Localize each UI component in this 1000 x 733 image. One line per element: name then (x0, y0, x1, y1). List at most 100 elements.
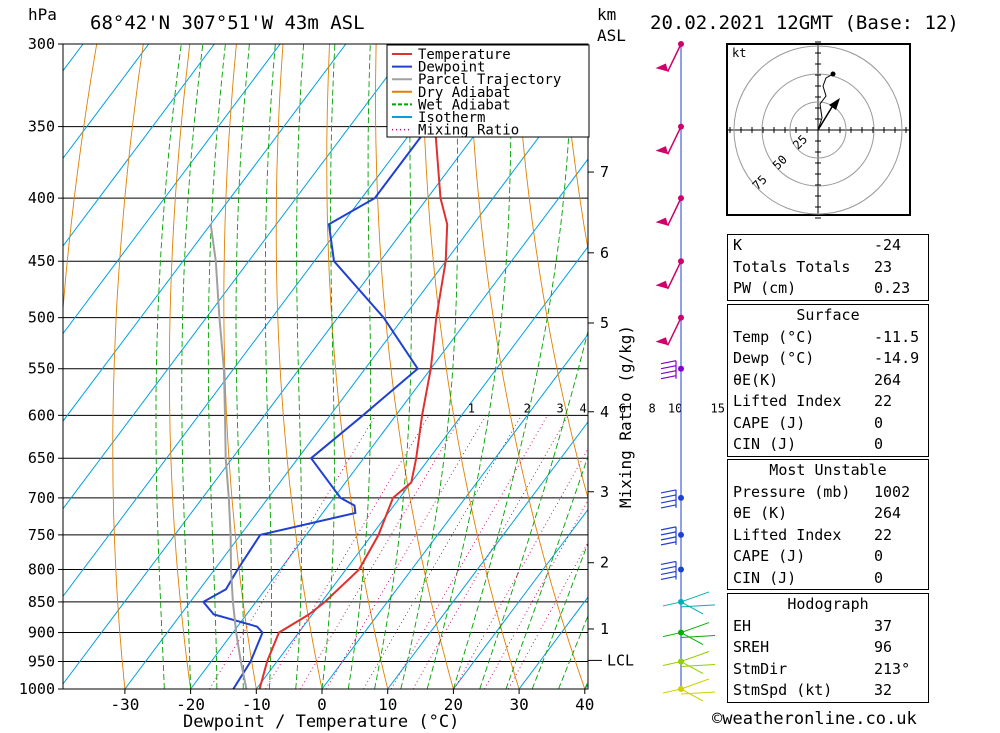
isotherm (190, 158, 588, 689)
isotherm (63, 44, 347, 422)
isotherm (63, 44, 150, 160)
wind-barb-shape (662, 622, 716, 645)
pressure-unit-label: hPa (28, 5, 57, 24)
indices-table: K -24 Totals Totals 23 PW (cm) 0.23 (727, 234, 929, 301)
wind-level-dot (678, 123, 684, 130)
wind-barb (660, 560, 677, 581)
isotherm (63, 44, 281, 335)
wind-barb (660, 360, 677, 380)
dry-adiabat (63, 44, 98, 314)
surface-value: 22 (874, 392, 893, 410)
wet-adiabat (374, 44, 412, 689)
wet-adiabat (321, 44, 336, 689)
altitude-tick-label: 3 (600, 483, 609, 501)
wet-adiabat (505, 454, 588, 689)
index-label: K (733, 236, 743, 254)
mixing-ratio-axis-title: Mixing Ratio (g/kg) (616, 325, 635, 508)
pressure-tick-label: 750 (28, 526, 55, 544)
dry-adiabat (561, 44, 588, 252)
wind-barb (655, 126, 682, 155)
mixing-ratio-label: 4 (579, 401, 586, 415)
most-unstable-row: CAPE (J) 0 (728, 546, 928, 568)
plot-data (201, 44, 466, 689)
surface-value: 0 (874, 435, 884, 453)
altitude-axis: 1 2 3 4 5 6 7 LCL (588, 163, 634, 669)
most-unstable-row: Pressure (mb) 1002 (728, 482, 928, 504)
wet-adiabat (264, 44, 276, 689)
pressure-tick-label: 900 (28, 624, 55, 642)
hodograph-stat-row: StmSpd (kt) 32 (728, 680, 928, 702)
hodograph-ring (761, 73, 875, 187)
temperature-tick-label: -30 (110, 695, 139, 714)
altitude-tick-label: 6 (600, 244, 609, 262)
most-unstable-label: CIN (J) (733, 568, 797, 587)
dry-adiabat (515, 44, 588, 500)
hodograph-stat-row: EH 37 (728, 616, 928, 638)
most-unstable-label: θE (K) (733, 504, 788, 522)
hodograph-ring (789, 101, 847, 159)
wind-level-dot (678, 314, 684, 321)
dry-adiabat (935, 44, 1000, 689)
hodograph-stat-value: 32 (874, 681, 893, 699)
hodograph-end-dot (830, 71, 836, 77)
dewpoint-profile (201, 44, 466, 689)
hodograph-stat-label: SREH (733, 638, 770, 656)
most-unstable-table: Most Unstable Pressure (mb) 1002 θE (K) 264… (727, 459, 929, 590)
most-unstable-label: CAPE (J) (733, 547, 806, 565)
wind-barb-shape (662, 678, 716, 702)
mixing-ratio-line (508, 541, 588, 689)
surface-label: θE(K) (733, 370, 779, 389)
legend-entry: Wet Adiabat (418, 97, 511, 113)
plot-background (0, 44, 1000, 689)
legend-box (386, 44, 590, 138)
most-unstable-value: 0 (874, 568, 884, 587)
hodograph-stat-row: StmDir 213° (728, 659, 928, 681)
legend-entry: Dewpoint (418, 60, 485, 76)
wet-adiabat (479, 329, 588, 689)
altitude-tick-label: 4 (600, 403, 609, 421)
most-unstable-value: 22 (874, 525, 893, 544)
isotherm (63, 44, 215, 247)
wind-barb-shape (662, 651, 716, 674)
most-unstable-label: Lifted Index (733, 525, 842, 544)
mixing-ratio-line (484, 499, 588, 689)
dry-adiabat (326, 44, 389, 689)
most-unstable-value: 264 (874, 504, 902, 522)
dry-adiabat (223, 44, 257, 689)
mixing-ratio-line (265, 415, 430, 689)
index-label: PW (cm) (733, 279, 797, 297)
isotherm (387, 421, 588, 689)
wind-barb (655, 317, 682, 346)
wet-adiabat (155, 44, 182, 689)
surface-label: Lifted Index (733, 392, 842, 410)
hodograph-table-title: Hodograph (787, 595, 869, 613)
hodograph-stat-label: EH (733, 616, 752, 635)
legend-entry: Isotherm (418, 110, 485, 126)
location-title: 68°42'N 307°51'W 43m ASL (90, 12, 365, 34)
surface-value: -14.9 (874, 349, 920, 367)
surface-row: CAPE (J) 0 (728, 413, 928, 435)
hodograph-stat-value: 37 (874, 616, 893, 635)
wet-adiabat (295, 44, 305, 689)
surface-label: Dewp (°C) (733, 349, 815, 367)
legend-entry: Parcel Trajectory (418, 72, 561, 88)
pressure-axis: 300 350 400 450 500 550 600 650 700 750 800 850 900 9… (19, 35, 63, 698)
pressure-tick-label: 550 (28, 360, 55, 378)
pressure-tick-label: 400 (28, 189, 55, 207)
hodograph-trace (817, 73, 834, 131)
wet-adiabat (347, 44, 372, 689)
parcel-trajectory-profile (209, 224, 248, 689)
wind-level-dot (678, 365, 684, 372)
isotherm (0, 44, 17, 689)
wet-adiabat (452, 44, 573, 689)
lcl-label: LCL (607, 651, 634, 669)
pressure-tick-label: 600 (28, 406, 55, 424)
wind-barb-flag (655, 146, 669, 155)
wind-barb (655, 260, 682, 290)
hodograph-stat-row: SREH 96 (728, 637, 928, 659)
isotherm (321, 333, 588, 689)
wind-barb-shape (662, 591, 716, 615)
km-label: km (597, 5, 616, 24)
mixing-ratio-label: 2 (524, 401, 531, 415)
